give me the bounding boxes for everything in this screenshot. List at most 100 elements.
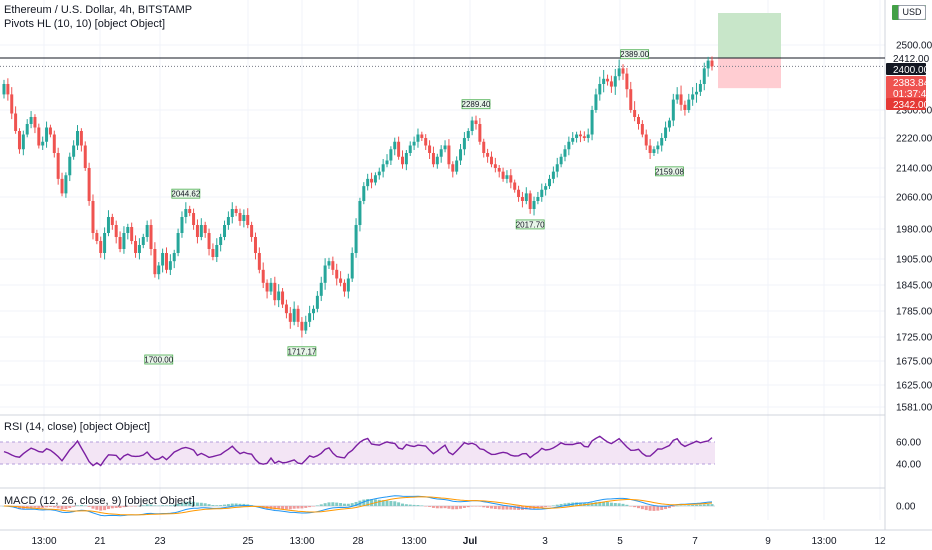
macd-hist-bar-43 bbox=[168, 505, 172, 506]
candle-body-123 bbox=[478, 124, 482, 142]
pivot-box-0 bbox=[171, 188, 201, 199]
macd-hist-bar-83 bbox=[323, 503, 327, 506]
candle-body-85 bbox=[331, 261, 335, 270]
macd-hist-bar-22 bbox=[87, 506, 91, 507]
candle-body-147 bbox=[571, 138, 575, 142]
candle-body-107 bbox=[416, 134, 420, 142]
time-tick-label-9: 5 bbox=[617, 536, 623, 547]
macd-hist-bar-7 bbox=[29, 506, 33, 508]
macd-hist-bar-135 bbox=[524, 506, 528, 510]
macd-hist-bar-27 bbox=[106, 506, 110, 510]
candle-body-65 bbox=[253, 237, 257, 253]
macd-hist-bar-140 bbox=[544, 506, 548, 508]
candle-body-140 bbox=[544, 186, 548, 190]
candle-body-148 bbox=[575, 134, 579, 138]
macd-hist-bar-51 bbox=[199, 502, 203, 506]
target-price-tag-bg bbox=[886, 52, 926, 64]
price-tick-label-4: 2140.00 bbox=[896, 164, 932, 175]
macd-hist-bar-4 bbox=[17, 506, 21, 510]
macd-hist-bar-18 bbox=[72, 506, 76, 507]
candle-body-112 bbox=[435, 156, 439, 165]
macd-hist-bar-47 bbox=[184, 501, 188, 506]
macd-label: MACD (12, 26, close, 9) [object Object] bbox=[4, 495, 195, 507]
macd-hist-bar-144 bbox=[559, 503, 563, 506]
candle-body-68 bbox=[265, 282, 269, 292]
macd-hist-bar-179 bbox=[695, 504, 699, 506]
macd-line bbox=[3, 495, 713, 517]
candle-body-178 bbox=[691, 94, 695, 100]
stop-price-tag-text-0: 2342.00 bbox=[893, 100, 930, 111]
candle-body-53 bbox=[207, 233, 211, 249]
candle-body-63 bbox=[246, 215, 250, 225]
macd-hist-bar-115 bbox=[447, 506, 451, 509]
candle-body-173 bbox=[671, 99, 675, 121]
macd-hist-bar-98 bbox=[381, 500, 385, 506]
macd-hist-bar-86 bbox=[335, 502, 339, 506]
last-price-tag-text-0: 2383.84 bbox=[893, 78, 930, 89]
macd-hist-bar-125 bbox=[486, 506, 490, 508]
candle-body-177 bbox=[687, 99, 691, 110]
candle-body-93 bbox=[362, 186, 366, 201]
macd-hist-bar-93 bbox=[362, 499, 366, 506]
macd-hist-bar-139 bbox=[540, 506, 544, 508]
price-tick-label-6: 1980.00 bbox=[896, 225, 932, 236]
candle-body-62 bbox=[242, 215, 246, 221]
price-tick-label-10: 1725.00 bbox=[896, 333, 932, 344]
macd-hist-bar-19 bbox=[76, 505, 80, 506]
currency-badge[interactable]: USD bbox=[898, 5, 926, 20]
macd-hist-bar-72 bbox=[281, 506, 285, 510]
candle-body-57 bbox=[223, 225, 227, 237]
candle-body-122 bbox=[474, 120, 478, 124]
pivot-label-4: 2017.70 bbox=[516, 220, 545, 229]
stop-zone bbox=[718, 58, 781, 89]
macd-hist-bar-123 bbox=[478, 506, 482, 507]
candle-body-25 bbox=[99, 241, 103, 253]
candle-body-126 bbox=[489, 156, 493, 165]
candle-body-94 bbox=[366, 178, 370, 187]
time-tick-label-2: 23 bbox=[154, 536, 166, 547]
candle-body-83 bbox=[323, 265, 327, 283]
price-tick-label-3: 2220.00 bbox=[896, 134, 932, 145]
macd-hist-bar-32 bbox=[126, 506, 130, 507]
macd-hist-bar-118 bbox=[459, 506, 463, 509]
price-tick-label-12: 1625.00 bbox=[896, 381, 932, 392]
macd-panel bbox=[0, 495, 715, 517]
macd-hist-bar-101 bbox=[393, 501, 397, 506]
pivot-box-6 bbox=[655, 166, 684, 177]
candle-body-111 bbox=[431, 153, 435, 165]
candle-body-88 bbox=[342, 282, 346, 292]
price-axis[interactable]: 2500.00 2300.00 2220.00 2140.00 2060.00 1980.… bbox=[896, 41, 932, 513]
macd-hist-bar-38 bbox=[149, 504, 153, 506]
candle-body-183 bbox=[710, 60, 714, 67]
macd-hist-bar-81 bbox=[315, 505, 319, 506]
macd-hist-bar-145 bbox=[563, 503, 567, 506]
candle-body-115 bbox=[447, 145, 451, 165]
price-tick-label-2: 2300.00 bbox=[896, 106, 932, 117]
macd-hist-bar-106 bbox=[412, 504, 416, 506]
candle-body-179 bbox=[695, 91, 699, 95]
pivot-label-6: 2159.08 bbox=[655, 167, 684, 176]
entry-price-tag-bg bbox=[886, 63, 926, 75]
candle-body-43 bbox=[168, 261, 172, 270]
candle-body-92 bbox=[358, 201, 362, 225]
time-tick-label-13: 12 bbox=[874, 536, 886, 547]
candle-body-75 bbox=[292, 308, 296, 322]
last-price-tag-bg bbox=[886, 76, 926, 99]
macd-hist-bar-75 bbox=[292, 506, 296, 509]
pivot-box-5 bbox=[620, 49, 650, 60]
stop-price-tag-bg bbox=[886, 98, 926, 110]
candle-body-72 bbox=[281, 291, 285, 305]
price-tick-label-7: 1905.00 bbox=[896, 255, 932, 266]
candle-body-135 bbox=[524, 193, 528, 201]
candle-body-81 bbox=[315, 295, 319, 309]
pivot-box-1 bbox=[144, 354, 174, 365]
rsi-tick-label-1: 40.00 bbox=[896, 460, 921, 471]
long-position-tool[interactable] bbox=[0, 13, 885, 89]
macd-hist-bar-138 bbox=[536, 506, 540, 509]
candle-body-130 bbox=[505, 175, 509, 179]
macd-hist-bar-37 bbox=[145, 504, 149, 506]
macd-hist-bar-73 bbox=[284, 506, 288, 510]
price-tick-label-8: 1845.00 bbox=[896, 281, 932, 292]
time-axis[interactable]: 13:00 21 23 25 13:00 28 13:00 Jul 3 5 7 9 13:00 12 bbox=[31, 536, 886, 547]
